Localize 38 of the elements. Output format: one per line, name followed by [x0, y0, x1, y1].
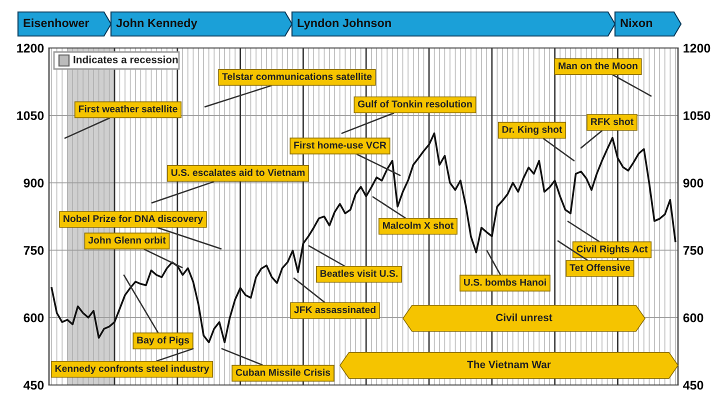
annotation: The Vietnam War: [467, 360, 551, 368]
annotation: Cuban Missile Crisis: [236, 368, 330, 376]
y2-tick-label: 450: [683, 380, 704, 390]
annotation: Tet Offensive: [570, 264, 630, 272]
annotation: JFK assassinated: [294, 306, 376, 314]
y-tick-label: 750: [24, 246, 44, 255]
text: Nixon: [620, 18, 652, 28]
annotation: Civil Rights Act: [576, 245, 648, 254]
annotation: Man on the Moon: [558, 62, 638, 70]
text: John Kennedy: [116, 18, 198, 30]
annotation: RFK shot: [591, 118, 634, 126]
y-tick-label: 1200: [17, 44, 44, 53]
y2-tick-label: 750: [683, 246, 704, 255]
annotation: Malcolm X shot: [383, 222, 454, 229]
annotation: John Glenn orbit: [88, 236, 166, 244]
annotation: Dr. King shot: [502, 126, 562, 135]
annotation: Gulf of Tonkin resolution: [358, 100, 472, 108]
text: Eisenhower: [24, 18, 90, 28]
y-tick-label: 900: [24, 178, 44, 188]
y2-tick-label: 600: [683, 313, 704, 322]
annotation: Bay of Pigs: [137, 336, 190, 346]
annotation: Kennedy confronts steel industry: [55, 364, 210, 374]
text: Lyndon Johnson: [298, 18, 391, 30]
annotation: First home-use VCR: [294, 141, 386, 149]
y2-tick-label: 1050: [684, 111, 710, 120]
annotation: U.S. bombs Hanoi: [464, 278, 546, 286]
annotation: Beatles visit U.S.: [320, 270, 398, 277]
y2-tick-label: 900: [683, 178, 704, 188]
annotation: Civil unrest: [496, 314, 552, 322]
annotation: Indicates a recession: [74, 56, 178, 64]
y-tick-label: 600: [24, 313, 44, 322]
y-tick-label: 1050: [17, 111, 44, 120]
y-tick-label: 450: [23, 380, 44, 390]
annotation: Nobel Prize for DNA discovery: [64, 214, 204, 224]
annotation: First weather satellite: [78, 105, 178, 112]
annotation: U.S. escalates aid to Vietnam: [171, 168, 305, 176]
annotation: Telstar communications satellite: [222, 72, 372, 80]
y2-tick-label: 1200: [684, 44, 710, 53]
